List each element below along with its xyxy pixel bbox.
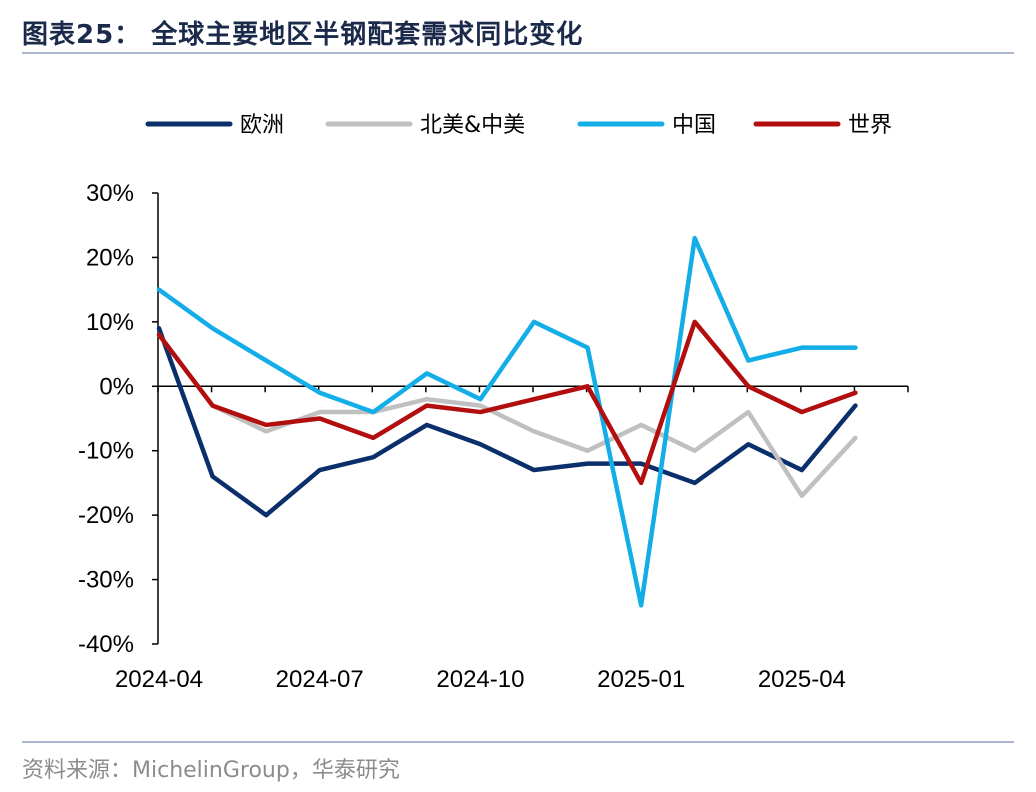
y-tick-label: -10% [78,438,134,465]
axes: 30% 20% 10% 0% -10% -20% -30% -40% 2024-04 2024-0… [78,180,909,693]
series-lines [156,235,858,608]
legend-label: 中国 [672,113,716,138]
x-tick-label: 2025-01 [597,666,685,693]
line-chart: 欧洲 北美&中美 中国 世界 30% 20% 10% 0% -10% -20% -30% -40% 2… [78,113,909,693]
legend-label: 北美&中美 [420,113,525,138]
x-tick-label: 2024-07 [276,666,364,693]
title-divider [22,52,1014,54]
chart-title: 图表25： 全球主要地区半钢配套需求同比变化 [22,20,584,50]
legend-label: 世界 [848,113,892,138]
y-tick-label: -40% [78,631,134,658]
y-tick-label: -30% [78,567,134,594]
series-line-4 [156,319,858,486]
y-tick-label: -20% [78,502,134,529]
y-tick-label: 0% [99,373,134,400]
footer-divider [22,741,1014,743]
x-tick-label: 2025-04 [758,666,846,693]
y-tick-label: 30% [86,180,134,207]
legend: 欧洲 北美&中美 中国 世界 [145,113,892,138]
x-tick-label: 2024-10 [436,666,524,693]
y-tick-label: 20% [86,244,134,271]
y-tick-label: 10% [86,309,134,336]
series-line-3 [156,235,858,608]
series-line-1 [156,326,858,518]
x-tick-label: 2024-04 [115,666,203,693]
source-note: 资料来源：MichelinGroup，华泰研究 [22,758,400,783]
series-line-2 [156,332,858,499]
legend-label: 欧洲 [240,113,284,138]
